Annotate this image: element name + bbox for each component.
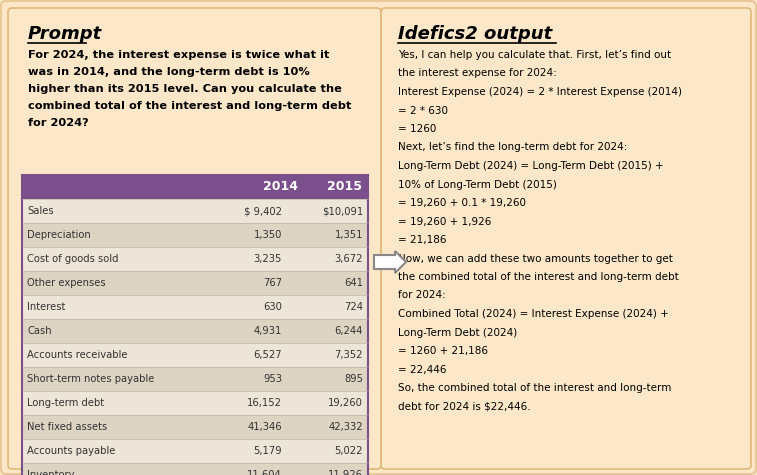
Text: 2015: 2015: [328, 180, 363, 192]
Text: Long-term debt: Long-term debt: [27, 398, 104, 408]
Text: Interest: Interest: [27, 302, 65, 312]
Text: 3,672: 3,672: [335, 254, 363, 264]
Text: Next, let’s find the long-term debt for 2024:: Next, let’s find the long-term debt for …: [398, 142, 628, 152]
Text: 6,527: 6,527: [254, 350, 282, 360]
Bar: [22, 367, 368, 391]
Text: 3,235: 3,235: [254, 254, 282, 264]
Text: Long-Term Debt (2024): Long-Term Debt (2024): [398, 327, 517, 338]
Text: 7,352: 7,352: [335, 350, 363, 360]
Text: Yes, I can help you calculate that. First, let’s find out: Yes, I can help you calculate that. Firs…: [398, 50, 671, 60]
Text: 724: 724: [344, 302, 363, 312]
Bar: [22, 439, 368, 463]
Text: Prompt: Prompt: [28, 25, 102, 43]
Text: Net fixed assets: Net fixed assets: [27, 422, 107, 432]
FancyBboxPatch shape: [8, 8, 381, 469]
Text: debt for 2024 is $22,446.: debt for 2024 is $22,446.: [398, 401, 531, 411]
Text: 630: 630: [263, 302, 282, 312]
Text: 895: 895: [344, 374, 363, 384]
Text: 41,346: 41,346: [248, 422, 282, 432]
Text: = 1260 + 21,186: = 1260 + 21,186: [398, 346, 488, 356]
Text: 11,926: 11,926: [328, 470, 363, 475]
Bar: [22, 343, 368, 367]
Text: Inventory: Inventory: [27, 470, 74, 475]
Text: 953: 953: [263, 374, 282, 384]
Bar: [22, 199, 368, 223]
Text: 6,244: 6,244: [335, 326, 363, 336]
Text: So, the combined total of the interest and long-term: So, the combined total of the interest a…: [398, 383, 671, 393]
Text: 1,350: 1,350: [254, 230, 282, 240]
Text: Short-term notes payable: Short-term notes payable: [27, 374, 154, 384]
Text: Sales: Sales: [27, 206, 54, 216]
Bar: [22, 175, 368, 199]
Bar: [22, 223, 368, 247]
Bar: [22, 415, 368, 439]
Text: combined total of the interest and long-term debt: combined total of the interest and long-…: [28, 101, 351, 111]
Text: Depreciation: Depreciation: [27, 230, 91, 240]
Text: the combined total of the interest and long-term debt: the combined total of the interest and l…: [398, 272, 679, 282]
Text: = 2 * 630: = 2 * 630: [398, 105, 448, 115]
Text: Cost of goods sold: Cost of goods sold: [27, 254, 119, 264]
Text: the interest expense for 2024:: the interest expense for 2024:: [398, 68, 556, 78]
Text: 16,152: 16,152: [247, 398, 282, 408]
Text: 10% of Long-Term Debt (2015): 10% of Long-Term Debt (2015): [398, 180, 557, 190]
Text: 4,931: 4,931: [254, 326, 282, 336]
Text: $ 9,402: $ 9,402: [244, 206, 282, 216]
Text: = 19,260 + 0.1 * 19,260: = 19,260 + 0.1 * 19,260: [398, 198, 526, 208]
Text: = 1260: = 1260: [398, 124, 436, 134]
Text: = 19,260 + 1,926: = 19,260 + 1,926: [398, 217, 491, 227]
Text: Accounts payable: Accounts payable: [27, 446, 115, 456]
Text: Long-Term Debt (2024) = Long-Term Debt (2015) +: Long-Term Debt (2024) = Long-Term Debt (…: [398, 161, 664, 171]
Bar: [22, 391, 368, 415]
Bar: [22, 295, 368, 319]
Text: = 22,446: = 22,446: [398, 364, 447, 374]
Text: 5,022: 5,022: [335, 446, 363, 456]
Text: Now, we can add these two amounts together to get: Now, we can add these two amounts togeth…: [398, 254, 673, 264]
Text: $10,091: $10,091: [322, 206, 363, 216]
Polygon shape: [374, 251, 406, 273]
Bar: [22, 271, 368, 295]
Text: 2014: 2014: [263, 180, 298, 192]
Text: = 21,186: = 21,186: [398, 235, 447, 245]
Text: Idefics2 output: Idefics2 output: [398, 25, 553, 43]
Text: 1,351: 1,351: [335, 230, 363, 240]
Text: 5,179: 5,179: [254, 446, 282, 456]
Text: was in 2014, and the long-term debt is 10%: was in 2014, and the long-term debt is 1…: [28, 67, 310, 77]
Text: 767: 767: [263, 278, 282, 288]
Bar: [22, 319, 368, 343]
Text: for 2024?: for 2024?: [28, 118, 89, 128]
Text: Other expenses: Other expenses: [27, 278, 106, 288]
FancyBboxPatch shape: [381, 8, 751, 469]
Text: 11,604: 11,604: [248, 470, 282, 475]
Bar: [22, 247, 368, 271]
Text: 641: 641: [344, 278, 363, 288]
Text: Cash: Cash: [27, 326, 51, 336]
Text: 19,260: 19,260: [328, 398, 363, 408]
Text: Accounts receivable: Accounts receivable: [27, 350, 127, 360]
Text: Interest Expense (2024) = 2 * Interest Expense (2014): Interest Expense (2024) = 2 * Interest E…: [398, 87, 682, 97]
Text: for 2024:: for 2024:: [398, 291, 446, 301]
Text: 42,332: 42,332: [329, 422, 363, 432]
Text: higher than its 2015 level. Can you calculate the: higher than its 2015 level. Can you calc…: [28, 84, 342, 94]
Text: Combined Total (2024) = Interest Expense (2024) +: Combined Total (2024) = Interest Expense…: [398, 309, 668, 319]
Bar: [22, 463, 368, 475]
Text: For 2024, the interest expense is twice what it: For 2024, the interest expense is twice …: [28, 50, 329, 60]
